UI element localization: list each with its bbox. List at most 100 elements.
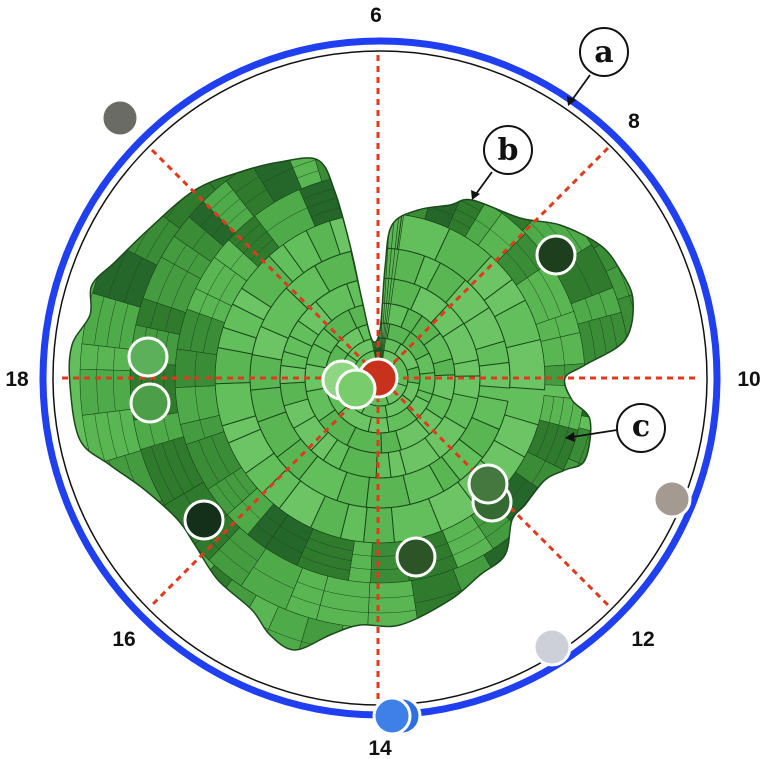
treemap-cell-divider xyxy=(212,606,240,625)
treemap-tile xyxy=(232,157,309,161)
treemap-cell-divider xyxy=(345,91,378,93)
treemap-cell-divider xyxy=(150,506,164,526)
treemap-outline xyxy=(68,157,634,651)
treemap-tile xyxy=(294,80,350,138)
treemap-cell-divider xyxy=(399,632,443,641)
treemap-cell-divider xyxy=(300,555,350,571)
treemap-cell-divider xyxy=(305,117,349,126)
treemap-cell-divider xyxy=(378,103,410,105)
treemap-tile xyxy=(434,157,476,189)
treemap-cell-divider xyxy=(378,91,411,93)
treemap-cell-divider xyxy=(628,260,634,292)
treemap-tile xyxy=(629,367,634,396)
treemap-cell-divider xyxy=(315,157,367,161)
treemap-cell-divider xyxy=(487,177,508,190)
treemap-tile xyxy=(543,547,601,605)
treemap-tile xyxy=(347,172,396,216)
treemap-cell-divider xyxy=(340,641,400,645)
treemap-cell-divider xyxy=(439,165,465,175)
marker-lower-right-1 xyxy=(467,463,509,505)
treemap-cell-divider xyxy=(552,556,573,577)
treemap-tile xyxy=(529,157,602,210)
treemap-tile xyxy=(180,564,233,621)
treemap-cell-divider xyxy=(463,174,485,185)
treemap-cell-divider xyxy=(577,471,600,513)
treemap-cell-divider xyxy=(245,115,301,139)
treemap-cell-divider xyxy=(431,193,459,204)
treemap-cell-divider xyxy=(614,235,630,261)
treemap-cell-divider xyxy=(536,499,559,527)
treemap-cell-divider xyxy=(651,334,654,369)
treemap-cell-divider xyxy=(462,107,513,128)
treemap-cell-divider xyxy=(640,256,653,288)
treemap-cell-divider xyxy=(529,591,567,619)
treemap-cell-divider xyxy=(348,116,378,118)
treemap-cell-divider xyxy=(434,108,459,114)
treemap-tile xyxy=(417,372,436,395)
treemap-cell-divider xyxy=(198,157,246,172)
treemap-tile xyxy=(605,249,634,301)
callout-b-arrowhead xyxy=(471,190,480,200)
treemap-cell-divider xyxy=(308,537,354,552)
treemap-cell-divider xyxy=(410,105,434,109)
callout-a-label: a xyxy=(594,35,613,70)
treemap-tile xyxy=(364,157,387,174)
marker-outer-right xyxy=(652,479,692,519)
callout-b-label: b xyxy=(498,133,519,168)
treemap-cell-divider xyxy=(529,539,551,560)
treemap-tile xyxy=(162,550,215,604)
treemap-tile xyxy=(406,366,421,385)
treemap-tile xyxy=(601,464,634,516)
callout-a-arrowhead xyxy=(567,96,576,106)
callout-a-circle xyxy=(579,27,629,77)
treemap-tile xyxy=(79,368,133,416)
treemap-cell-divider xyxy=(519,528,541,549)
treemap-tile xyxy=(528,492,588,551)
treemap-tile xyxy=(335,624,403,651)
treemap-cell-divider xyxy=(443,157,470,162)
treemap-cell-divider xyxy=(190,157,240,162)
treemap-cell-divider xyxy=(653,288,664,332)
treemap-cell-divider xyxy=(411,92,436,96)
hour-labels: 6 8 10 12 14 16 18 xyxy=(5,4,760,759)
treemap-cell-divider xyxy=(553,512,578,543)
marker-center-green-2 xyxy=(335,368,377,410)
treemap-cell-divider xyxy=(636,478,650,510)
treemap-cell-divider xyxy=(409,117,432,121)
treemap-cell-divider xyxy=(140,512,153,534)
treemap-tile xyxy=(174,348,218,388)
treemap-tile xyxy=(626,329,634,370)
treemap-cell-divider xyxy=(506,189,539,215)
treemap-cell-divider xyxy=(641,292,651,334)
treemap-cell-divider xyxy=(520,579,556,605)
treemap-cell-divider xyxy=(614,503,625,523)
hour-label-12: 12 xyxy=(631,628,654,651)
treemap-cell-divider xyxy=(444,626,497,646)
callout-c: c xyxy=(565,403,666,453)
treemap-tile xyxy=(478,361,511,389)
treemap-cell-divider xyxy=(150,446,175,500)
treemap-cell-divider xyxy=(338,658,401,661)
marker-upper-right-dark xyxy=(535,234,577,276)
event-markers xyxy=(100,98,692,736)
hour-label-6: 6 xyxy=(370,4,382,27)
callout-a-pointer xyxy=(571,74,591,101)
treemap-tile xyxy=(257,606,310,651)
treemap-tile xyxy=(365,474,411,509)
treemap-cell-divider xyxy=(432,121,456,127)
treemap-cell-divider xyxy=(159,528,188,563)
treemap-cell-divider xyxy=(197,583,218,600)
treemap-cell-divider xyxy=(412,188,433,194)
treemap-cell-divider xyxy=(180,567,198,585)
treemap-tile xyxy=(438,604,508,651)
treemap-cell-divider xyxy=(400,644,445,651)
treemap-cell-divider xyxy=(347,103,378,105)
treemap-cell-divider xyxy=(266,207,308,232)
treemap-cell-divider xyxy=(410,202,429,207)
treemap-tile xyxy=(249,353,283,391)
treemap-cell-divider xyxy=(527,277,549,321)
treemap-cell-divider xyxy=(351,192,394,196)
hour-label-8: 8 xyxy=(628,110,640,133)
marker-left-2 xyxy=(129,382,171,424)
